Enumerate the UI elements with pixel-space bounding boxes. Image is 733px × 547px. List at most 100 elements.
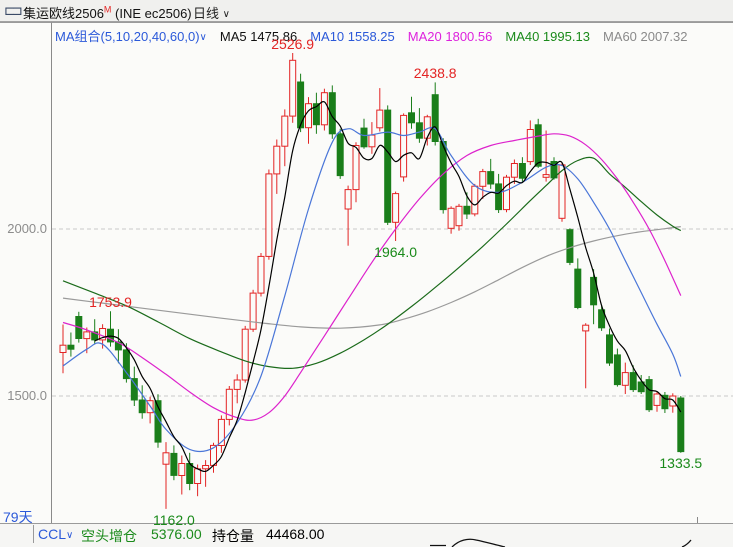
candlestick bbox=[59, 324, 67, 374]
candlestick bbox=[629, 365, 637, 392]
ma5-line bbox=[94, 100, 682, 473]
ma-indicator-bar: MA组合(5,10,20,40,60,0)∨ MA5 1475.86 MA10 15… bbox=[55, 26, 688, 45]
candlestick bbox=[606, 328, 613, 366]
candlestick bbox=[352, 142, 360, 203]
contract-superscript: M bbox=[103, 4, 112, 15]
candlestick bbox=[336, 128, 344, 179]
candlestick bbox=[368, 122, 376, 154]
candlestick bbox=[613, 348, 621, 387]
candlestick bbox=[661, 392, 669, 413]
candlestick bbox=[344, 185, 352, 246]
candlestick bbox=[281, 109, 289, 167]
ma-group-dropdown[interactable]: MA组合(5,10,20,40,60,0)∨ bbox=[55, 29, 207, 44]
ma-lines-layer bbox=[62, 100, 682, 473]
candlestick bbox=[431, 82, 439, 146]
candlestick bbox=[637, 375, 645, 394]
candlestick bbox=[471, 183, 479, 217]
contract-title: 集运欧线2506M (INE ec2506) bbox=[23, 4, 192, 21]
candlestick bbox=[217, 415, 225, 453]
chart-canvas[interactable] bbox=[0, 22, 733, 523]
ma40-line bbox=[62, 156, 682, 370]
candlestick bbox=[645, 376, 653, 412]
candlestick bbox=[376, 88, 384, 132]
candlestick bbox=[233, 374, 241, 404]
candlestick bbox=[677, 396, 685, 453]
candlestick bbox=[455, 203, 463, 231]
candlestick bbox=[487, 158, 495, 189]
candlestick bbox=[202, 460, 210, 487]
candlestick bbox=[598, 305, 606, 331]
candlestick bbox=[265, 169, 273, 260]
candlestick bbox=[114, 329, 122, 364]
candlestick bbox=[542, 130, 550, 182]
price-annotation: 2438.8 bbox=[413, 65, 457, 82]
candlestick bbox=[574, 258, 582, 310]
candlestick bbox=[328, 85, 336, 139]
candlestick bbox=[408, 96, 415, 129]
ma-value-ma20: MA20 1800.56 bbox=[407, 29, 493, 44]
y-axis-label: 2000.0 bbox=[7, 221, 47, 236]
candlestick bbox=[138, 385, 146, 419]
candlestick bbox=[518, 157, 526, 183]
chevron-down-icon: ∨ bbox=[199, 32, 207, 43]
candlestick bbox=[225, 386, 233, 426]
candlestick bbox=[400, 113, 408, 182]
window-link-icon[interactable]: ⊏⊐ bbox=[4, 3, 23, 18]
candlestick bbox=[534, 118, 542, 168]
candlestick bbox=[107, 311, 114, 347]
candlestick bbox=[510, 159, 518, 184]
chevron-down-icon: ∨ bbox=[66, 530, 74, 541]
period-dropdown[interactable]: 日线 ∨ bbox=[193, 6, 230, 21]
candlestick bbox=[312, 92, 320, 134]
candlestick bbox=[241, 325, 249, 383]
candlestick bbox=[360, 118, 368, 149]
candlestick bbox=[669, 393, 677, 413]
candlestick bbox=[178, 455, 186, 495]
price-annotation: 2526.9 bbox=[271, 36, 315, 52]
candlestick bbox=[526, 120, 534, 165]
ccl-indicator-dropdown[interactable]: CCL∨ bbox=[38, 526, 74, 542]
candlestick bbox=[297, 73, 305, 133]
candlestick bbox=[91, 319, 99, 345]
candlestick bbox=[154, 394, 162, 448]
candlestick bbox=[582, 323, 590, 389]
open-interest-label: 持仓量 bbox=[212, 528, 254, 544]
price-annotation: 1753.9 bbox=[89, 294, 132, 311]
y-axis-label: 1500.0 bbox=[7, 388, 47, 403]
candlestick bbox=[162, 442, 170, 509]
ma-values: MA5 1475.86 MA10 1558.25 MA20 1800.56 MA40 … bbox=[207, 29, 688, 44]
candlestick bbox=[590, 269, 598, 325]
candlestick bbox=[653, 391, 661, 412]
price-annotation: 1964.0 bbox=[374, 244, 418, 261]
candlestick bbox=[566, 228, 574, 266]
footer-divider bbox=[33, 525, 34, 543]
ma-value-ma60: MA60 2007.32 bbox=[602, 29, 688, 44]
indicator-footer-bar: CCL∨ 空头增仓 5376.00 持仓量 44468.00 bbox=[0, 524, 733, 547]
candlestick bbox=[122, 343, 130, 383]
price-annotation: 1333.5 bbox=[659, 454, 703, 471]
ma20-line bbox=[62, 133, 682, 421]
price-annotation: 1162.0 bbox=[153, 511, 195, 528]
short-increase-label: 空头增仓 bbox=[81, 528, 137, 544]
candlestick bbox=[170, 445, 178, 481]
candlestick bbox=[320, 88, 328, 131]
candlestick bbox=[447, 206, 455, 234]
ma-value-ma10: MA10 1558.25 bbox=[310, 29, 395, 44]
ma60-line bbox=[62, 226, 681, 329]
ma-value-ma40: MA40 1995.13 bbox=[505, 29, 590, 44]
candlestick bbox=[289, 53, 297, 123]
short-increase-value: 5376.00 bbox=[151, 526, 202, 542]
candlestick bbox=[479, 168, 487, 199]
open-interest-value: 44468.00 bbox=[266, 526, 325, 542]
visible-days-label: 79天 bbox=[3, 509, 33, 525]
candlestick bbox=[67, 332, 75, 357]
candles-layer bbox=[59, 53, 685, 509]
candlestick bbox=[249, 289, 257, 332]
chevron-down-icon: ∨ bbox=[222, 9, 230, 20]
candlestick bbox=[621, 362, 629, 394]
candlestick bbox=[415, 108, 423, 143]
ma-value-ma5: MA5 1475.86 bbox=[219, 29, 298, 44]
candlestick bbox=[273, 139, 281, 194]
